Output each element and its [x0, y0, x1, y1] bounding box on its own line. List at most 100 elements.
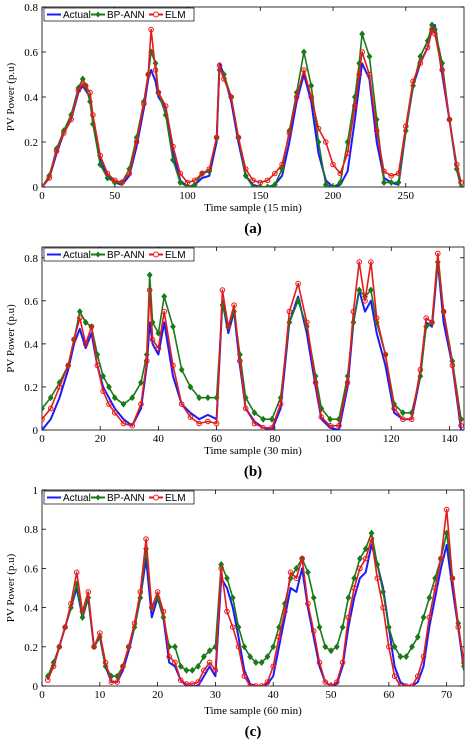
data-point	[75, 87, 82, 94]
data-point	[305, 568, 311, 576]
y-axis-label: PV Power (p.u)	[5, 304, 17, 373]
x-tick-label: 40	[268, 689, 280, 701]
data-point	[316, 623, 323, 631]
data-point	[388, 172, 395, 179]
chart-panel-1: 0 50 100 150 200 250 0 0.2 0.4 0.6 0.8 Time sample …	[5, 2, 465, 237]
data-point	[187, 414, 194, 420]
data-point	[111, 394, 118, 402]
data-point	[119, 179, 125, 186]
data-point	[333, 643, 340, 651]
y-tick-label: 0.4	[24, 603, 38, 615]
data-point	[339, 659, 346, 666]
data-point	[301, 67, 307, 73]
x-tick-label: 50	[109, 190, 121, 202]
data-point	[440, 308, 447, 315]
x-tick-label: 140	[441, 433, 458, 445]
data-point	[148, 26, 154, 33]
data-point	[61, 130, 67, 136]
data-point	[178, 366, 185, 374]
data-point	[380, 604, 386, 611]
legend-entry-label: BP-ANN	[107, 250, 145, 261]
data-point	[337, 170, 344, 177]
series-line	[42, 24, 463, 187]
data-point	[79, 608, 86, 615]
data-point	[429, 319, 435, 326]
data-point	[328, 647, 334, 655]
data-point	[65, 362, 71, 369]
data-point	[391, 405, 397, 412]
series-actual	[42, 24, 463, 187]
series-line	[42, 24, 462, 187]
data-point	[56, 384, 63, 390]
y-tick-label: 0.2	[24, 642, 38, 654]
data-point	[231, 302, 237, 308]
data-point	[104, 174, 111, 182]
x-tick-label: 150	[252, 190, 269, 202]
data-point	[443, 506, 450, 513]
data-point	[400, 416, 406, 423]
data-point	[166, 653, 172, 660]
data-point	[279, 161, 285, 168]
data-point	[242, 166, 249, 172]
x-tick-label: 120	[383, 433, 400, 445]
data-point	[155, 345, 162, 351]
data-point	[149, 336, 156, 343]
data-point	[373, 127, 380, 134]
data-point	[195, 662, 201, 670]
series-elm	[42, 250, 464, 430]
data-point	[287, 569, 294, 576]
data-point	[120, 663, 126, 670]
data-point	[191, 181, 198, 187]
data-point	[235, 134, 242, 141]
data-point	[270, 643, 277, 651]
data-point	[206, 647, 213, 655]
data-point	[402, 123, 409, 130]
legend-marker	[153, 11, 159, 18]
data-point	[145, 71, 152, 78]
data-point	[351, 585, 357, 591]
data-point	[322, 181, 329, 187]
data-point	[330, 161, 336, 168]
data-point	[42, 416, 45, 423]
data-point	[196, 394, 203, 402]
data-point	[270, 663, 277, 670]
data-point	[446, 116, 453, 123]
series-bp-ann	[42, 258, 464, 423]
data-point	[241, 673, 248, 680]
x-tick-label: 10	[94, 689, 106, 701]
data-point	[204, 394, 211, 402]
data-point	[229, 624, 236, 631]
data-point	[253, 683, 259, 686]
data-point	[94, 362, 101, 369]
data-point	[397, 683, 404, 686]
data-point	[71, 336, 77, 343]
legend-box	[43, 7, 195, 22]
data-point	[100, 388, 106, 395]
data-point	[432, 31, 438, 37]
data-point	[356, 286, 363, 294]
data-point	[264, 177, 271, 184]
data-point	[191, 177, 198, 184]
data-point	[322, 643, 329, 651]
data-point	[395, 179, 402, 186]
y-tick-label: 0	[33, 182, 39, 194]
legend: Actual BP-ANN ELM	[43, 490, 195, 505]
data-point	[374, 575, 381, 582]
data-point	[356, 71, 363, 78]
data-point	[299, 555, 305, 562]
data-point	[88, 323, 95, 330]
data-point	[154, 589, 161, 595]
data-point	[82, 82, 89, 89]
data-point	[228, 94, 234, 100]
data-point	[251, 409, 258, 417]
y-axis-label: PV Power (p.u)	[5, 553, 17, 622]
data-point	[184, 179, 191, 186]
data-point	[272, 170, 278, 177]
data-point	[224, 574, 230, 582]
data-point	[345, 594, 352, 602]
data-point	[170, 362, 176, 369]
data-point	[160, 608, 167, 615]
data-point	[362, 545, 369, 553]
data-point	[172, 643, 178, 651]
